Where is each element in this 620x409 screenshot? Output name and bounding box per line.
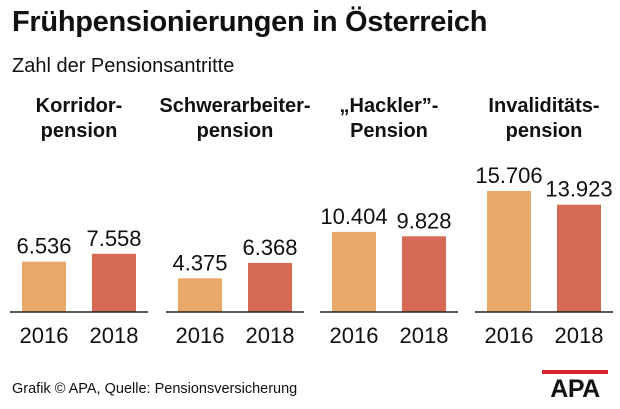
group-label-line: Korridor- [36,95,123,117]
tick-label: 2018 [400,323,449,348]
group-label-line: Pension [350,120,428,142]
source-credit: Grafik © APA, Quelle: Pensionsversicheru… [12,381,298,397]
group-label: Korridor-pension [36,95,123,142]
value-label: 10.404 [320,204,387,229]
group-label: Schwerarbeiter-pension [159,95,310,142]
tick-label: 2016 [20,323,69,348]
group-label-line: Invaliditäts- [488,95,599,117]
value-label: 13.923 [545,177,612,202]
bar-2016 [22,261,66,312]
value-label: 4.375 [172,250,227,275]
tick-label: 2018 [90,323,139,348]
bar-2016 [178,278,222,312]
bar-2018 [402,236,446,312]
bar-2018 [92,253,136,312]
group-label-line: pension [506,120,583,142]
chart-title: Frühpensionierungen in Österreich [12,6,488,38]
logo-accent-bar [542,370,608,374]
tick-label: 2018 [246,323,295,348]
value-label: 9.828 [396,208,451,233]
chart-subtitle: Zahl der Pensionsantritte [12,55,235,77]
bar-2018 [557,204,601,312]
value-label: 6.368 [242,235,297,260]
tick-label: 2016 [176,323,225,348]
bar-2016 [332,231,376,312]
group-label: Invaliditäts-pension [488,95,599,142]
bar-2016 [487,191,531,312]
value-label: 6.536 [16,234,71,259]
tick-label: 2016 [330,323,379,348]
group-label-line: pension [41,120,118,142]
value-label: 7.558 [86,226,141,251]
logo-text: APA [550,375,600,403]
group-label-line: „Hackler”- [340,95,439,117]
tick-label: 2016 [485,323,534,348]
group-label-line: pension [197,120,274,142]
tick-label: 2018 [555,323,604,348]
group-label-line: Schwerarbeiter- [159,95,310,117]
apa-logo: APA [542,370,608,404]
bar-2018 [248,262,292,312]
value-label: 15.706 [475,163,542,188]
group-label: „Hackler”- Pension [340,95,439,142]
